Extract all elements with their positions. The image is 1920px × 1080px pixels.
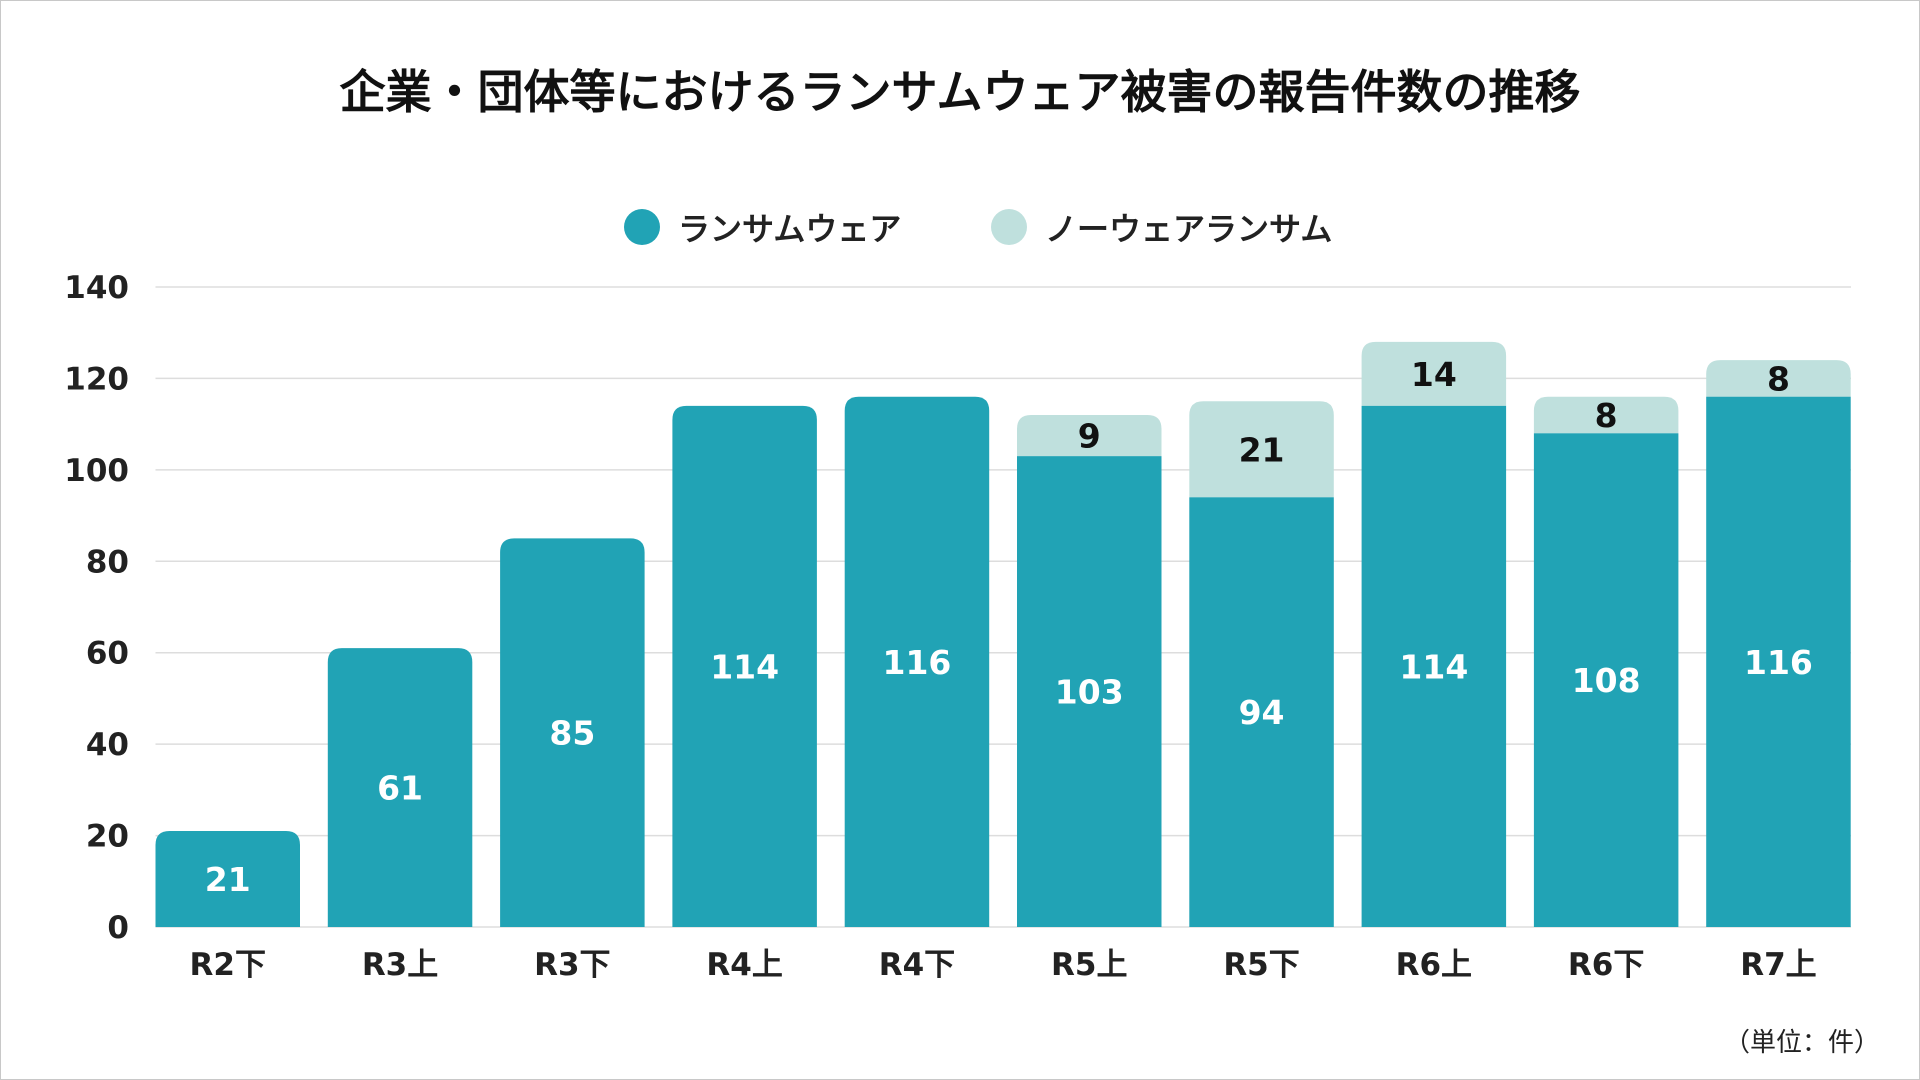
data-label: 9 <box>1078 417 1101 456</box>
data-label: 103 <box>1055 673 1124 712</box>
bar-segment-noware-ransom <box>1533 396 1679 434</box>
legend-label: ノーウェアランサム <box>1045 210 1333 248</box>
bar-segment-ransomware <box>1017 456 1162 927</box>
bar-segment-ransomware <box>844 396 990 927</box>
y-tick-label: 20 <box>86 819 129 855</box>
y-tick-label: 0 <box>107 910 129 946</box>
bar-segment-noware-ransom <box>1189 401 1334 498</box>
data-label: 85 <box>549 714 595 753</box>
bar-segment-ransomware <box>1533 433 1679 927</box>
unit-note: （単位：件） <box>1723 1028 1880 1058</box>
x-tick-label: R3下 <box>534 947 610 983</box>
bar-segment-ransomware <box>672 405 817 927</box>
x-tick-label: R4下 <box>879 947 955 983</box>
data-label: 116 <box>883 643 952 682</box>
data-label: 114 <box>1399 647 1468 686</box>
bar-segment-ransomware <box>1361 405 1507 927</box>
x-tick-label: R2下 <box>190 947 266 983</box>
data-label: 61 <box>377 769 423 808</box>
legend-swatch <box>991 209 1027 245</box>
data-label: 21 <box>1239 430 1285 469</box>
data-label: 8 <box>1767 359 1790 398</box>
bar-segment-ransomware <box>155 831 300 927</box>
data-label: 114 <box>710 647 779 686</box>
x-tick-label: R5下 <box>1223 947 1299 983</box>
bar-segment-ransomware <box>1706 396 1851 927</box>
bar-segment-ransomware <box>500 538 645 927</box>
legend-item-ransomware: ランサムウェア <box>624 204 901 250</box>
y-tick-label: 100 <box>64 453 129 489</box>
x-tick-label: R6上 <box>1396 947 1472 983</box>
y-tick-label: 40 <box>86 727 129 763</box>
y-tick-label: 60 <box>86 636 129 672</box>
bar-segment-ransomware <box>327 648 473 927</box>
legend-item-noware-ransom: ノーウェアランサム <box>991 204 1332 250</box>
legend-label: ランサムウェア <box>678 210 902 248</box>
y-tick-label: 120 <box>64 361 129 397</box>
bar-segment-noware-ransom <box>1706 360 1851 397</box>
y-tick-label: 80 <box>86 544 129 580</box>
legend-swatch <box>624 209 660 245</box>
data-label: 21 <box>205 860 251 899</box>
data-label: 108 <box>1572 661 1641 700</box>
x-tick-label: R4上 <box>706 947 782 983</box>
bar-segment-noware-ransom <box>1361 341 1507 406</box>
x-tick-label: R7上 <box>1740 947 1816 983</box>
x-tick-label: R6下 <box>1568 947 1644 983</box>
data-label: 14 <box>1411 355 1457 394</box>
data-label: 8 <box>1595 396 1618 435</box>
chart-title: 企業・団体等におけるランサムウェア被害の報告件数の推移 <box>339 65 1581 119</box>
x-tick-label: R3上 <box>362 947 438 983</box>
data-label: 94 <box>1239 693 1285 732</box>
x-tick-label: R5上 <box>1051 947 1127 983</box>
bar-segment-ransomware <box>1189 497 1334 927</box>
bar-segment-noware-ransom <box>1017 415 1162 457</box>
data-label: 116 <box>1744 643 1813 682</box>
y-tick-label: 140 <box>64 270 129 306</box>
